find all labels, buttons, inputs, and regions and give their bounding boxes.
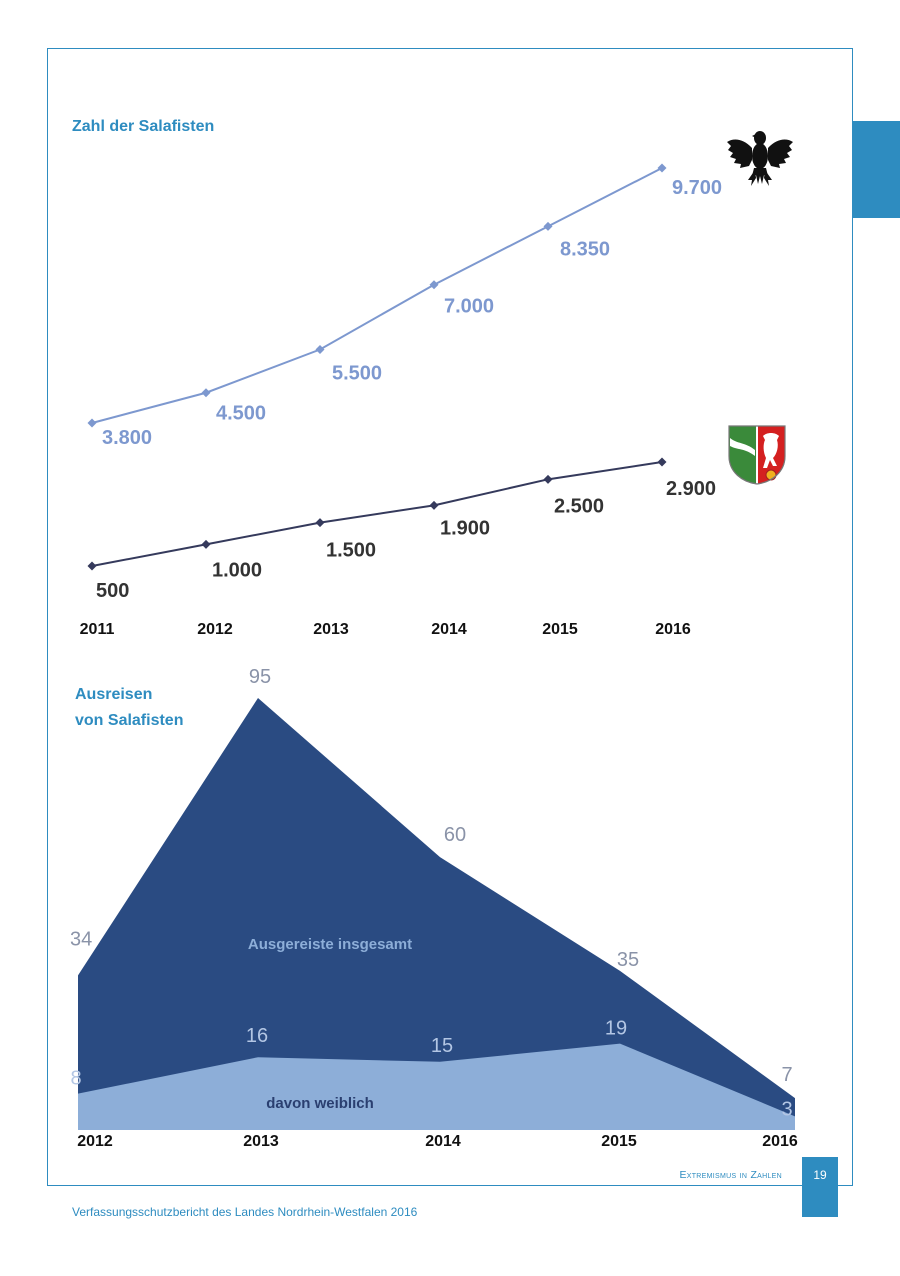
line-series-nrw	[91, 461, 663, 567]
federal-eagle-icon	[727, 131, 793, 186]
area-female-data-label: 15	[431, 1035, 453, 1057]
line-data-label: 2.900	[666, 478, 716, 500]
page-number-box: 19	[802, 1157, 838, 1217]
line-data-label: 5.500	[332, 363, 382, 385]
line-point-federal-2012	[201, 388, 211, 398]
line-chart-title: Zahl der Salafisten	[72, 118, 215, 135]
x-tick-label: 2012	[77, 1133, 113, 1150]
line-data-label: 2.500	[554, 495, 604, 517]
area-total-data-label: 7	[781, 1064, 792, 1086]
area-series-label-female: davon weiblich	[266, 1095, 374, 1112]
area-female-data-label: 8	[70, 1068, 81, 1090]
line-point-federal-2016	[657, 163, 667, 173]
line-data-label: 1.900	[440, 517, 490, 539]
area-female-data-label: 3	[781, 1098, 792, 1120]
area-female-data-label: 19	[605, 1018, 627, 1040]
line-point-federal-2015	[543, 221, 553, 231]
page-frame	[47, 48, 853, 1186]
x-tick-label: 2015	[601, 1133, 637, 1150]
line-data-label: 9.700	[672, 177, 722, 199]
page-number: 19	[813, 1168, 827, 1182]
line-data-label: 3.800	[102, 427, 152, 449]
line-point-federal-2014	[429, 280, 439, 290]
line-point-nrw-2014	[429, 500, 439, 510]
line-data-label: 8.350	[560, 238, 610, 260]
area-total-data-label: 34	[70, 928, 92, 950]
chapter-tab	[853, 121, 900, 218]
line-series-federal	[91, 167, 663, 424]
footer-publication: Verfassungsschutzbericht des Landes Nord…	[72, 1205, 418, 1219]
line-data-label: 1.000	[212, 559, 262, 581]
line-data-label: 7.000	[444, 296, 494, 318]
nrw-coat-of-arms-icon	[728, 425, 786, 485]
x-tick-label: 2016	[762, 1133, 798, 1150]
line-point-nrw-2012	[201, 539, 211, 549]
x-tick-label: 2014	[431, 621, 467, 638]
line-data-label: 500	[96, 580, 129, 602]
line-point-nrw-2015	[543, 474, 553, 484]
area-female-data-label: 16	[246, 1025, 268, 1047]
area-chart-title: Ausreisen von Salafisten	[75, 682, 183, 734]
line-point-federal-2011	[87, 418, 97, 428]
x-tick-label: 2013	[313, 621, 349, 638]
line-data-label: 1.500	[326, 540, 376, 562]
x-tick-label: 2011	[80, 621, 115, 638]
area-series-label-total: Ausgereiste insgesamt	[248, 936, 412, 953]
section-label: Extremismus in Zahlen	[679, 1169, 782, 1181]
area-chart-title-line-2: von Salafisten	[75, 712, 184, 729]
x-tick-label: 2012	[197, 621, 233, 638]
line-point-federal-2013	[315, 345, 325, 355]
x-tick-label: 2013	[243, 1133, 279, 1150]
area-series-total	[78, 698, 795, 1130]
x-tick-label: 2016	[655, 621, 691, 638]
x-tick-label: 2014	[425, 1133, 461, 1150]
line-data-label: 4.500	[216, 403, 266, 425]
area-total-data-label: 35	[617, 949, 639, 971]
x-tick-label: 2015	[542, 621, 578, 638]
line-point-nrw-2016	[657, 457, 667, 467]
area-chart-title-line-1: Ausreisen	[75, 686, 153, 703]
area-series-female	[78, 1043, 795, 1130]
line-point-nrw-2013	[315, 518, 325, 528]
line-point-nrw-2011	[87, 561, 97, 571]
area-total-data-label: 95	[249, 666, 271, 688]
area-total-data-label: 60	[444, 824, 466, 846]
